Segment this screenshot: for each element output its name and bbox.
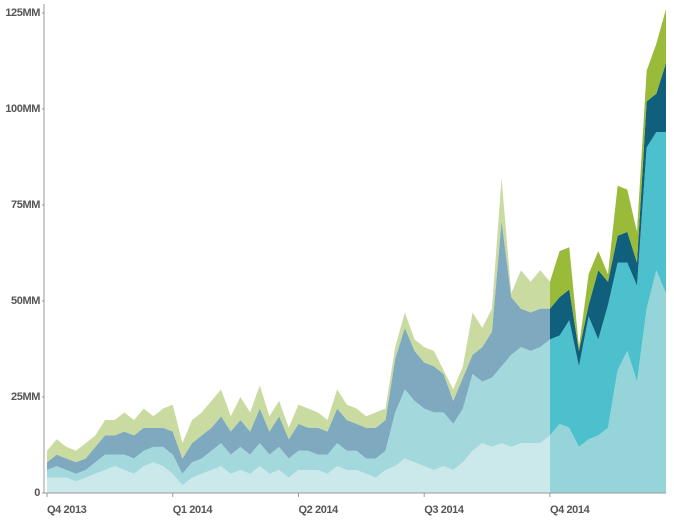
y-tick-label: 125MM [5,7,40,19]
x-tick-label: Q2 2014 [298,504,339,516]
y-tick-label: 0 [34,487,40,499]
y-tick-label: 50MM [11,295,40,307]
y-tick-label: 100MM [5,103,40,115]
x-tick-label: Q4 2014 [550,504,591,516]
area [47,132,666,486]
x-tick-label: Q3 2014 [424,504,465,516]
y-tick-label: 75MM [11,199,40,211]
y-tick-label: 25MM [11,391,40,403]
x-tick-label: Q4 2013 [47,504,87,516]
x-tick-label: Q1 2014 [173,504,214,516]
area [47,270,666,493]
